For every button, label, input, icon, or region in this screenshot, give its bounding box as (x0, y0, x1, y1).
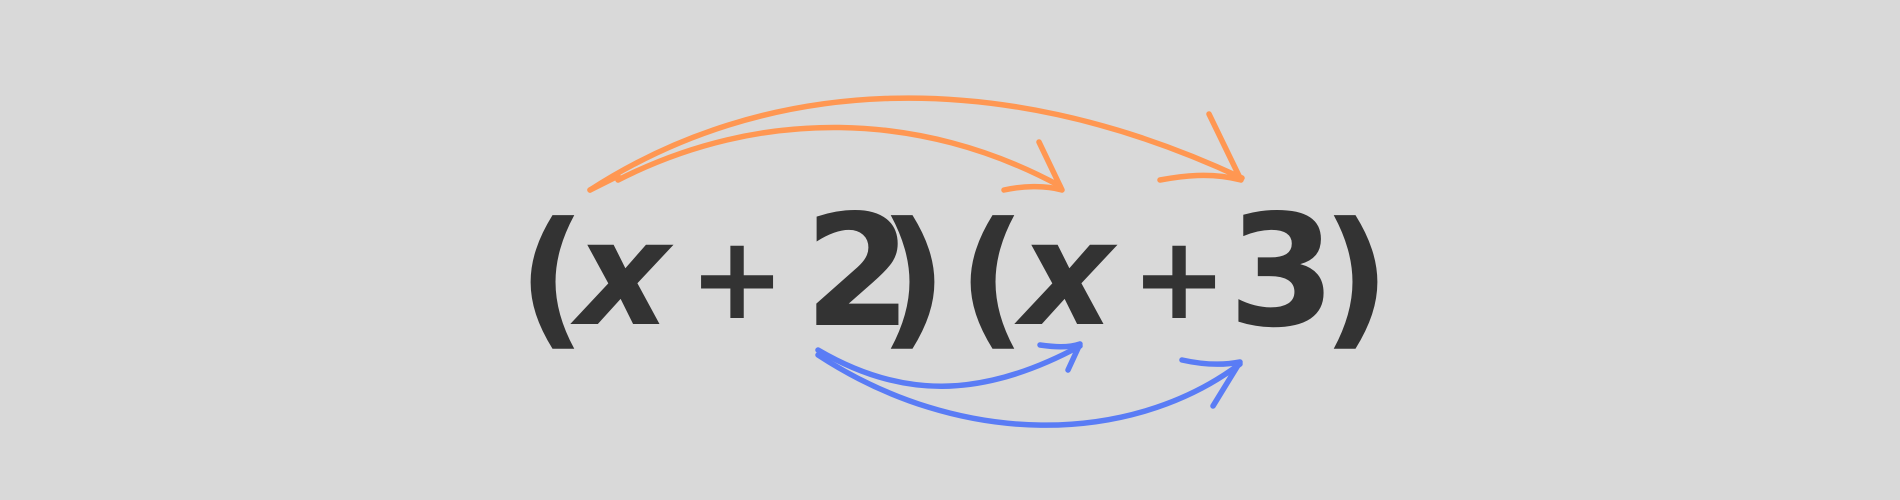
orange-arrows (587, 95, 1245, 193)
second-constant-3: 3 (1228, 181, 1336, 362)
arrow-two-to-three-head (1179, 357, 1243, 409)
arrow-two-to-second-x (815, 343, 1083, 389)
first-open-paren: ( (518, 191, 587, 365)
arrow-two-to-second-x-head (1037, 341, 1083, 373)
second-close-paren: ) (1322, 191, 1391, 365)
second-plus-sign: + (1131, 212, 1227, 346)
blue-arrows (815, 341, 1243, 428)
first-close-paren: ) (879, 191, 948, 365)
arrow-first-x-to-second-x-head (1001, 139, 1065, 193)
expression: ( x + 2 ) ( x + 3 ) (518, 181, 1391, 365)
second-variable-x: x (1014, 190, 1118, 359)
arrow-two-to-three (815, 352, 1243, 428)
arrow-first-x-to-three (587, 95, 1245, 193)
first-plus-sign: + (689, 212, 785, 346)
first-constant-2: 2 (804, 181, 912, 362)
arrow-first-x-to-three-head (1157, 111, 1244, 183)
arrow-first-x-to-second-x (615, 124, 1063, 189)
arrow-first-x-to-three-tail-stroke (587, 173, 621, 193)
second-open-paren: ( (958, 191, 1027, 365)
first-variable-x: x (570, 190, 674, 359)
